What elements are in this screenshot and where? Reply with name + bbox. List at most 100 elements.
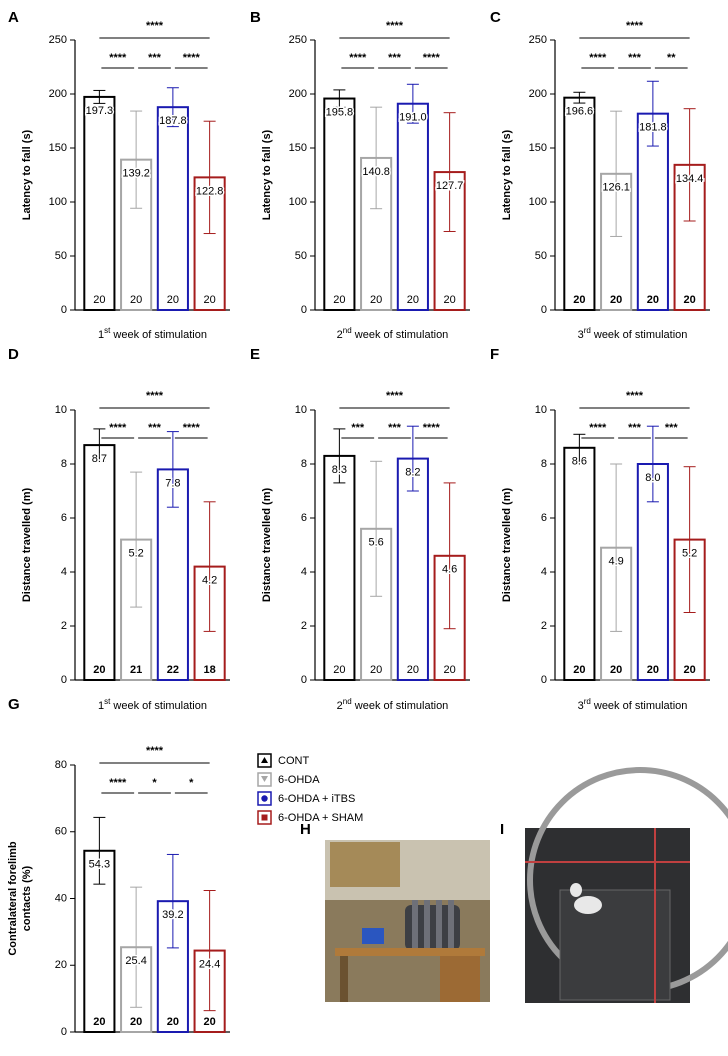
legend-label: 6-OHDA — [278, 774, 320, 786]
bar — [83, 95, 116, 311]
y-tick-label: 4 — [61, 566, 67, 578]
bar — [83, 444, 116, 681]
y-tick-label: 200 — [529, 88, 547, 100]
value-label: 5.2 — [682, 548, 697, 560]
significance-label: ** — [667, 52, 676, 64]
y-tick-label: 6 — [541, 512, 547, 524]
significance-label: **** — [386, 390, 404, 402]
bar — [156, 106, 189, 312]
y-tick-label: 0 — [541, 304, 547, 316]
x-axis-label-part: 3 — [578, 329, 584, 341]
n-label: 21 — [130, 664, 142, 676]
y-axis-label: Latency to fall (s) — [501, 129, 513, 220]
panel-letter: H — [300, 821, 311, 838]
y-tick-label: 60 — [55, 826, 67, 838]
value-label: 197.3 — [86, 105, 114, 117]
n-label: 20 — [647, 294, 659, 306]
x-axis-label-part: week of stimulation — [352, 700, 449, 712]
y-tick-label: 200 — [289, 88, 307, 100]
y-tick-label: 100 — [289, 196, 307, 208]
value-label: 140.8 — [362, 166, 390, 178]
significance-label: **** — [146, 745, 164, 757]
y-tick-label: 250 — [289, 34, 307, 46]
value-label: 134.4 — [676, 173, 704, 185]
legend-label: 6-OHDA + SHAM — [278, 812, 363, 824]
value-label: 8.0 — [645, 472, 660, 484]
significance-label: *** — [628, 52, 642, 64]
y-tick-label: 150 — [289, 142, 307, 154]
y-tick-label: 50 — [55, 250, 67, 262]
value-label: 4.2 — [202, 575, 217, 587]
y-tick-label: 4 — [301, 566, 307, 578]
value-label: 8.3 — [332, 464, 347, 476]
n-label: 22 — [167, 664, 179, 676]
n-label: 20 — [610, 664, 622, 676]
value-label: 8.7 — [92, 453, 107, 465]
value-label: 4.9 — [608, 556, 623, 568]
x-axis-label-part: 1 — [98, 700, 104, 712]
x-axis-label-part: 3 — [578, 700, 584, 712]
bar — [563, 96, 596, 311]
x-axis-label-part: week of stimulation — [110, 700, 207, 712]
significance-label: **** — [626, 390, 644, 402]
panel-letter: G — [8, 696, 20, 713]
y-tick-label: 8 — [301, 458, 307, 470]
n-label: 20 — [167, 294, 179, 306]
y-tick-label: 0 — [301, 674, 307, 686]
y-tick-label: 80 — [55, 759, 67, 771]
n-label: 20 — [204, 294, 216, 306]
x-axis-label-part: week of stimulation — [591, 700, 688, 712]
n-label: 20 — [610, 294, 622, 306]
significance-label: * — [152, 777, 157, 789]
y-tick-label: 10 — [55, 404, 67, 416]
x-axis-label-part: 1 — [98, 329, 104, 341]
y-tick-label: 100 — [49, 196, 67, 208]
n-label: 20 — [407, 664, 419, 676]
legend-marker — [261, 776, 268, 782]
y-tick-label: 4 — [541, 566, 547, 578]
panel-letter: F — [490, 346, 499, 363]
value-label: 25.4 — [125, 955, 146, 967]
y-tick-label: 2 — [541, 620, 547, 632]
legend-label: 6-OHDA + iTBS — [278, 793, 355, 805]
x-axis-label-part: st — [104, 326, 111, 335]
photo-h — [325, 840, 490, 1002]
n-label: 20 — [444, 664, 456, 676]
y-tick-label: 20 — [55, 959, 67, 971]
y-axis-label: Latency to fall (s) — [21, 129, 33, 220]
bar — [563, 446, 596, 681]
n-label: 20 — [370, 664, 382, 676]
y-tick-label: 2 — [61, 620, 67, 632]
y-tick-label: 100 — [529, 196, 547, 208]
n-label: 20 — [130, 294, 142, 306]
y-tick-label: 2 — [301, 620, 307, 632]
value-label: 5.2 — [128, 548, 143, 560]
bar — [323, 454, 356, 681]
bar — [396, 102, 429, 311]
bar — [323, 97, 356, 312]
legend-marker — [261, 757, 268, 763]
significance-label: **** — [183, 52, 201, 64]
x-axis-label-part: week of stimulation — [591, 329, 688, 341]
n-label: 20 — [573, 294, 585, 306]
y-tick-label: 6 — [301, 512, 307, 524]
x-axis-label: 3rd week of stimulation — [578, 326, 688, 341]
n-label: 20 — [333, 664, 345, 676]
n-label: 20 — [93, 664, 105, 676]
y-tick-label: 250 — [529, 34, 547, 46]
y-tick-label: 50 — [535, 250, 547, 262]
panel-letter: C — [490, 9, 501, 26]
x-axis-label-part: nd — [343, 326, 352, 335]
y-tick-label: 10 — [295, 404, 307, 416]
value-label: 8.2 — [405, 467, 420, 479]
significance-label: **** — [423, 422, 441, 434]
value-label: 187.8 — [159, 115, 187, 127]
n-label: 18 — [204, 664, 216, 676]
value-label: 8.6 — [572, 456, 587, 468]
y-axis-label: contacts (%) — [21, 865, 33, 931]
n-label: 20 — [573, 664, 585, 676]
y-tick-label: 0 — [301, 304, 307, 316]
photo-i — [525, 767, 728, 1003]
value-label: 181.8 — [639, 122, 667, 134]
